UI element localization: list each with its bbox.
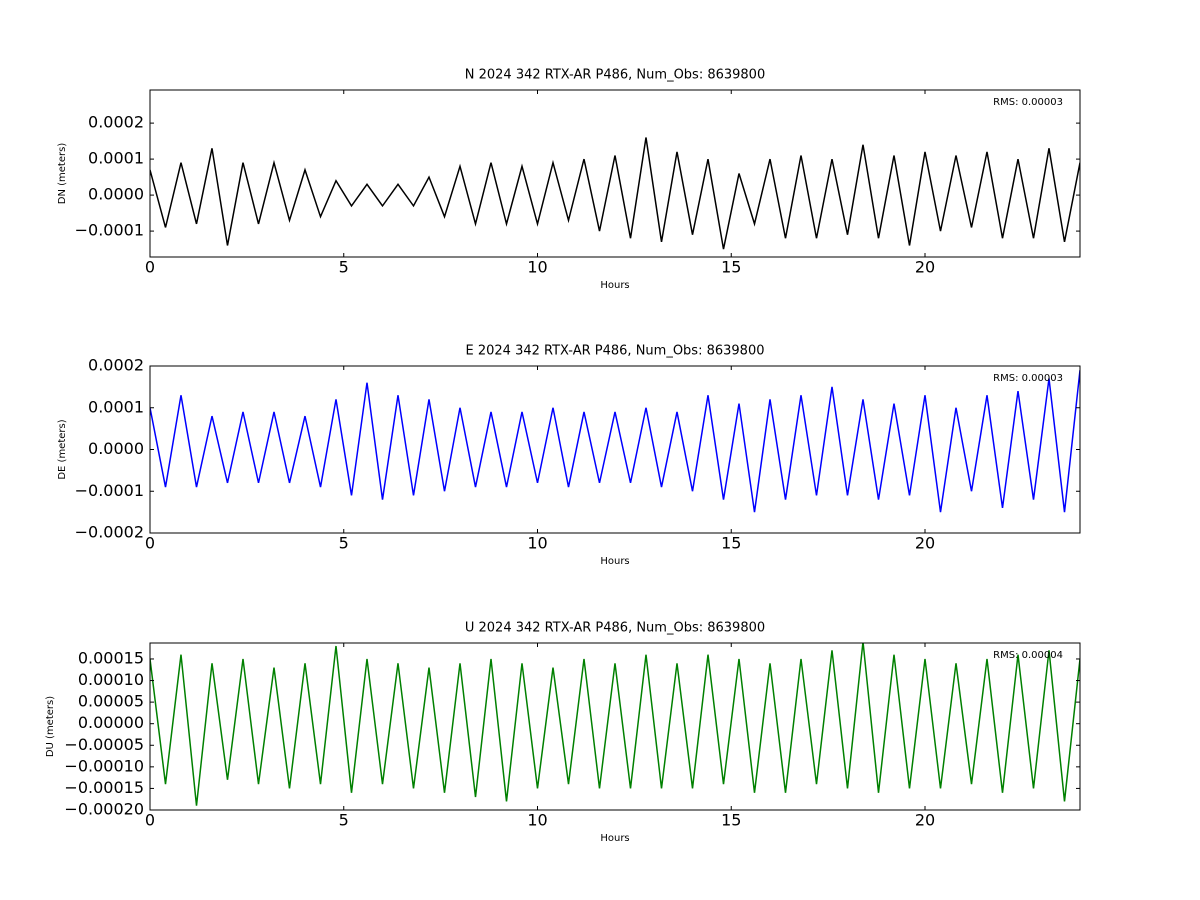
y-tick-label: 0.0000 xyxy=(88,185,144,204)
y-tick-label: 0.00005 xyxy=(78,692,144,711)
x-tick-label: 10 xyxy=(527,811,547,830)
x-tick-label: 5 xyxy=(339,811,349,830)
x-tick-label: 20 xyxy=(915,811,935,830)
y-tick-label: 0.00010 xyxy=(78,670,144,689)
axes-frame xyxy=(149,642,1081,811)
x-tick-label: 5 xyxy=(339,258,349,277)
x-axis-label: Hours xyxy=(600,280,629,291)
y-tick-label: 0.0001 xyxy=(88,149,144,168)
x-tick-label: 10 xyxy=(527,258,547,277)
x-tick-label: 20 xyxy=(915,258,935,277)
rms-annotation: RMS: 0.00003 xyxy=(993,97,1063,108)
y-tick-label: −0.00010 xyxy=(64,756,144,775)
y-tick-label: 0.00015 xyxy=(78,648,144,667)
y-tick-label: −0.00015 xyxy=(64,778,144,797)
y-tick-label: 0.0002 xyxy=(88,113,144,132)
data-line xyxy=(150,137,1080,250)
x-axis-label: Hours xyxy=(600,833,629,844)
x-tick-label: 20 xyxy=(915,534,935,553)
y-axis-label: DN (meters) xyxy=(57,143,68,205)
y-tick-label: 0.0002 xyxy=(88,356,144,375)
y-tick-label: 0.0001 xyxy=(88,397,144,416)
y-tick-label: −0.0001 xyxy=(75,221,144,240)
x-tick-label: 5 xyxy=(339,534,349,553)
chart-title: U 2024 342 RTX-AR P486, Num_Obs: 8639800 xyxy=(465,621,765,636)
y-tick-label: 0.00000 xyxy=(78,713,144,732)
x-tick-label: 15 xyxy=(721,258,741,277)
x-tick-label: 0 xyxy=(145,534,155,553)
rms-annotation: RMS: 0.00004 xyxy=(993,650,1063,661)
y-tick-label: −0.00005 xyxy=(64,735,144,754)
data-line xyxy=(150,643,1080,806)
chart-title: N 2024 342 RTX-AR P486, Num_Obs: 8639800 xyxy=(465,68,765,83)
y-axis-label: DU (meters) xyxy=(45,696,56,757)
x-tick-label: 10 xyxy=(527,534,547,553)
y-tick-label: −0.00020 xyxy=(64,800,144,819)
x-axis-label: Hours xyxy=(600,556,629,567)
axes-frame xyxy=(149,89,1081,258)
rms-annotation: RMS: 0.00003 xyxy=(993,373,1063,384)
y-axis-label: DE (meters) xyxy=(57,419,68,479)
x-tick-label: 0 xyxy=(145,811,155,830)
y-tick-label: 0.0000 xyxy=(88,439,144,458)
x-tick-label: 15 xyxy=(721,811,741,830)
chart-title: E 2024 342 RTX-AR P486, Num_Obs: 8639800 xyxy=(466,344,765,359)
data-line xyxy=(150,370,1080,513)
x-tick-label: 0 xyxy=(145,258,155,277)
y-tick-label: −0.0002 xyxy=(75,523,144,542)
y-tick-label: −0.0001 xyxy=(75,481,144,500)
x-tick-label: 15 xyxy=(721,534,741,553)
